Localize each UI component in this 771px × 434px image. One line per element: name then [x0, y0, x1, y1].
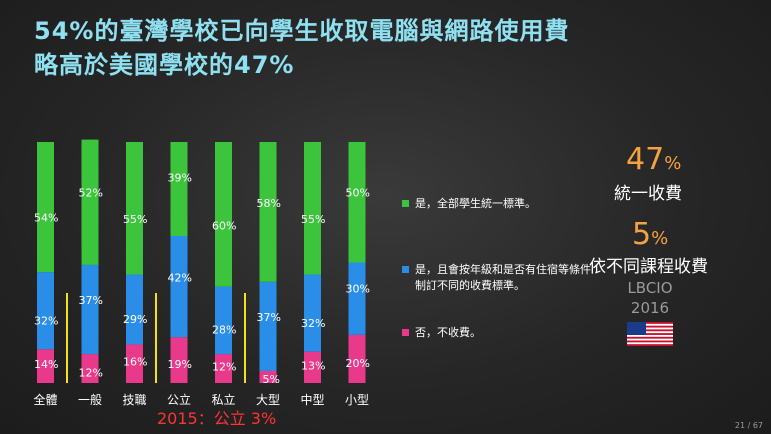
data-label-5-series-0: 5%: [263, 373, 280, 386]
bar-1-series-1: [81, 264, 99, 355]
data-label-2-series-1: 29%: [123, 313, 147, 326]
bar-3-series-2: [170, 142, 188, 236]
category-label-5: 大型: [256, 393, 280, 407]
title-line-2: 略高於美國學校的47%: [34, 51, 295, 79]
category-label-0: 全體: [33, 392, 57, 407]
legend-swatch-none: [402, 329, 409, 336]
data-label-5-series-2: 58%: [257, 197, 281, 210]
data-label-3-series-2: 39%: [168, 172, 192, 185]
category-label-7: 小型: [345, 393, 369, 407]
bar-6-series-2: [304, 142, 321, 275]
category-label-2: 技職: [122, 393, 146, 407]
source-name: LBCIO: [627, 279, 673, 297]
data-label-3-series-1: 42%: [168, 272, 192, 285]
category-label-3: 公立: [167, 392, 191, 407]
data-label-7-series-1: 30%: [346, 282, 370, 295]
data-label-6-series-2: 55%: [301, 213, 325, 226]
stat-uniform-percent: 47%: [626, 143, 681, 181]
page-title: 54%的臺灣學校已向學生收取電腦與網路使用費 略高於美國學校的47%: [34, 14, 569, 82]
data-label-4-series-0: 12%: [212, 361, 236, 374]
us-flag-icon: [627, 322, 673, 346]
data-label-6-series-1: 32%: [301, 317, 325, 330]
bar-2-series-2: [126, 142, 143, 275]
legend-label-varied: 是，且會按年級和是否有住宿等條件制訂不同的收費標準。: [415, 263, 591, 292]
legend-label-none: 否，不收費。: [415, 326, 481, 339]
data-label-1-series-2: 52%: [79, 187, 103, 200]
stat-varied-label: 依不同課程收費: [589, 257, 708, 277]
data-label-5-series-1: 37%: [257, 311, 281, 324]
stat-varied-value: 5: [632, 217, 652, 252]
legend-item-none: 否，不收費。: [402, 325, 595, 341]
bar-2-series-0: [126, 344, 143, 383]
bar-4-series-2: [215, 142, 232, 287]
data-label-2-series-2: 55%: [123, 213, 147, 226]
data-label-7-series-0: 20%: [346, 357, 370, 370]
bar-7-series-2: [348, 142, 366, 263]
data-label-0-series-2: 54%: [34, 212, 58, 225]
stat-varied-unit: %: [651, 228, 669, 249]
bar-7-series-0: [348, 334, 366, 383]
data-label-4-series-1: 28%: [212, 324, 236, 337]
legend-item-varied: 是，且會按年級和是否有住宿等條件制訂不同的收費標準。: [402, 262, 595, 294]
data-label-1-series-1: 37%: [79, 294, 103, 307]
stat-uniform-unit: %: [664, 153, 682, 174]
bar-2-series-1: [126, 274, 143, 345]
data-label-0-series-0: 14%: [34, 358, 58, 371]
stat-uniform-value: 47: [626, 142, 665, 177]
bar-6-series-0: [304, 351, 321, 383]
page-number: 21 / 67: [734, 421, 763, 430]
category-label-1: 一般: [78, 392, 102, 407]
data-label-3-series-0: 19%: [168, 358, 192, 371]
data-label-2-series-0: 16%: [123, 356, 147, 369]
data-label-4-series-2: 60%: [212, 220, 236, 233]
data-label-1-series-0: 12%: [79, 367, 103, 380]
bar-4-series-0: [215, 354, 232, 383]
source-year: 2016: [630, 299, 670, 317]
bar-7-series-1: [348, 262, 366, 335]
title-line-1: 54%的臺灣學校已向學生收取電腦與網路使用費: [34, 17, 570, 45]
legend-swatch-varied: [402, 266, 409, 273]
data-label-0-series-1: 32%: [34, 315, 58, 328]
stat-uniform-label: 統一收費: [614, 184, 682, 204]
category-label-4: 私立: [211, 392, 235, 407]
bar-5-series-1: [259, 281, 277, 371]
data-label-6-series-0: 13%: [301, 359, 325, 372]
bar-4-series-1: [215, 286, 232, 355]
bar-5-series-2: [259, 142, 277, 282]
category-label-6: 中型: [300, 392, 324, 407]
bar-3-series-0: [170, 337, 188, 383]
bar-1-series-2: [81, 139, 99, 265]
bar-1-series-0: [81, 354, 99, 383]
legend-swatch-uniform: [402, 200, 409, 207]
legend-label-uniform: 是，全部學生統一標準。: [415, 197, 536, 210]
bar-0-series-2: [37, 142, 54, 273]
footnote-2015: 2015：公立 3%: [157, 409, 277, 428]
legend-item-uniform: 是，全部學生統一標準。: [402, 196, 595, 212]
stat-varied-percent: 5%: [632, 218, 668, 256]
bar-0-series-1: [37, 272, 54, 350]
bar-3-series-1: [170, 235, 188, 338]
bar-0-series-0: [37, 349, 54, 383]
bar-5-series-0: [259, 370, 277, 383]
data-label-7-series-2: 50%: [346, 186, 370, 199]
bar-6-series-1: [304, 274, 321, 352]
